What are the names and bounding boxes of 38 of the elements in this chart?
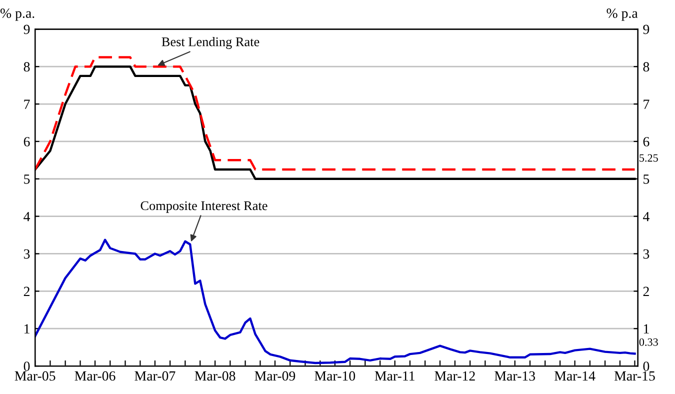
x-tick-label: Mar-07: [134, 371, 176, 381]
annotation: Best Lending Rate: [162, 36, 260, 49]
y2-tick-label: 1: [644, 324, 649, 334]
y-tick-label: 1: [24, 324, 30, 334]
x-tick-label: Mar-15: [614, 371, 655, 381]
x-tick-label: Mar-13: [494, 371, 536, 381]
x-tick-label: Mar-11: [374, 371, 414, 381]
y-tick-label: 8: [24, 62, 30, 72]
y2-tick-label: 6: [643, 137, 650, 146]
y2-tick-label: 5: [644, 174, 650, 184]
x-tick-label: Mar-12: [434, 371, 475, 381]
data-label: 0.33: [639, 338, 658, 346]
y2-tick-label: 4: [643, 212, 650, 222]
x-tick-label: Mar-09: [254, 371, 296, 381]
annotation: Composite Interest Rate: [140, 201, 268, 213]
y-tick-label: 4: [24, 212, 30, 222]
y-tick-label: 2: [24, 286, 30, 296]
x-tick-label: Mar-06: [74, 371, 116, 381]
y2-tick-label: 2: [643, 286, 649, 296]
y-tick-label: 6: [24, 137, 30, 146]
x-tick-label: Mar-14: [554, 371, 596, 381]
y2-tick-label: 3: [643, 249, 650, 259]
data-label: 5.25: [640, 154, 658, 162]
y-tick-label: 5: [24, 174, 30, 184]
y-tick-label: 9: [24, 24, 30, 34]
y-tick-label: 7: [24, 100, 30, 109]
x-tick-label: Mar-08: [194, 371, 236, 381]
y-axis-title: % p.a.: [0, 8, 34, 21]
x-tick-label: Mar-10: [314, 371, 356, 381]
line-series: [35, 238, 636, 364]
y2-tick-label: 8: [643, 62, 650, 72]
y2-axis-title: % p.a: [606, 8, 638, 21]
x-tick-label: Mar-05: [14, 371, 56, 381]
y2-tick-label: 7: [644, 100, 650, 109]
y-tick-label: 3: [24, 249, 30, 259]
y-tick-label: 0: [24, 362, 30, 371]
y2-tick-label: 9: [643, 24, 650, 34]
y2-tick-label: 0: [643, 362, 650, 371]
